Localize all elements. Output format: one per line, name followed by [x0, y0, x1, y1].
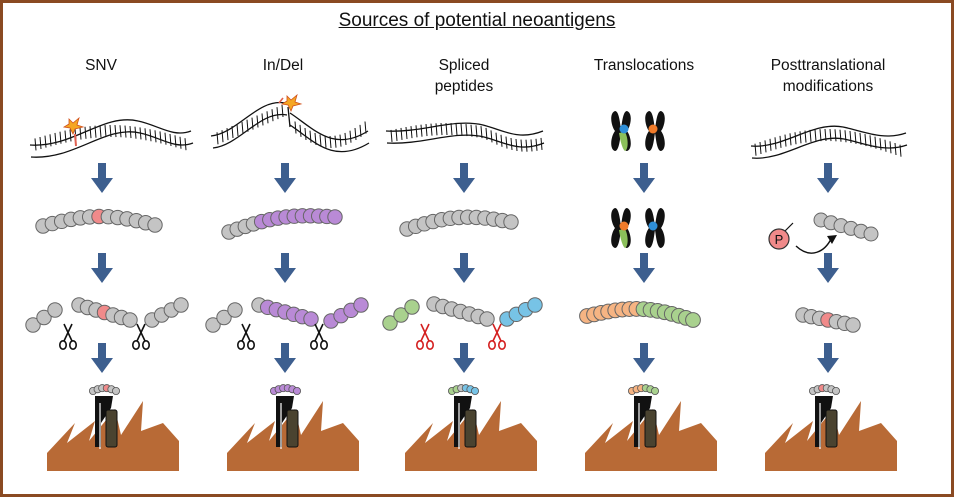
peptide-bead: [36, 309, 52, 326]
peptide-bead: [353, 297, 369, 313]
chromosome-icon: [645, 111, 665, 151]
presented-peptide-bead: [470, 386, 479, 395]
column-label-indel: In/Del: [262, 57, 304, 74]
peptide-bead: [147, 217, 163, 233]
mhc-beta-chain: [105, 409, 118, 448]
peptide-bead: [393, 307, 409, 323]
presented-peptide-bead: [292, 386, 301, 395]
column-label-snv: SNV: [85, 57, 117, 74]
peptide-bead: [303, 311, 319, 327]
column-label-ptm: Posttranslational modifications: [770, 57, 886, 95]
mhc-beta-chain: [825, 409, 838, 448]
mutation-spark-icon: [280, 93, 303, 112]
dna-strand-icon: [385, 122, 545, 152]
phosphate-icon: P: [768, 222, 837, 254]
peptide-chain-icon: [25, 208, 879, 333]
peptide-bead: [845, 317, 861, 333]
peptide-bead: [479, 311, 495, 327]
chromosome-icon: [611, 111, 631, 151]
peptide-bead: [685, 312, 701, 328]
peptide-bead: [227, 302, 243, 318]
peptide-bead: [205, 317, 221, 333]
diagram-canvas: P: [25, 93, 908, 471]
mhc-beta-chain: [644, 409, 657, 448]
dna-strand-icon: [210, 97, 370, 153]
dna-strand-icon: [750, 125, 908, 159]
mutation-spark-icon: [62, 116, 85, 135]
mhc-beta-chain: [286, 409, 299, 448]
dna-strand-icon: [29, 119, 194, 158]
peptide-bead: [404, 299, 420, 315]
column-label-spliced: Spliced peptides: [434, 57, 494, 95]
peptide-bead: [863, 226, 879, 242]
peptide-bead: [503, 214, 519, 230]
peptide-bead: [25, 317, 41, 333]
mhc-molecule-icon: [89, 384, 841, 449]
peptide-bead: [327, 209, 343, 225]
chromosome-icon: [611, 208, 631, 248]
peptide-bead: [216, 309, 232, 326]
peptide-bead: [173, 297, 189, 313]
peptide-bead: [122, 312, 138, 328]
arrow-down-icon: [91, 163, 839, 373]
peptide-bead: [47, 302, 63, 318]
presented-peptide-bead: [832, 386, 841, 395]
figure-title: Sources of potential neoantigens: [338, 10, 616, 31]
column-label-translocations: Translocations: [593, 57, 695, 74]
chromosome-icon: [645, 208, 665, 248]
phosphate-label: P: [775, 232, 784, 247]
presented-peptide-bead: [112, 386, 121, 395]
peptide-bead: [527, 297, 543, 313]
presented-peptide-bead: [651, 386, 660, 395]
mhc-beta-chain: [464, 409, 477, 448]
peptide-bead: [382, 315, 398, 331]
